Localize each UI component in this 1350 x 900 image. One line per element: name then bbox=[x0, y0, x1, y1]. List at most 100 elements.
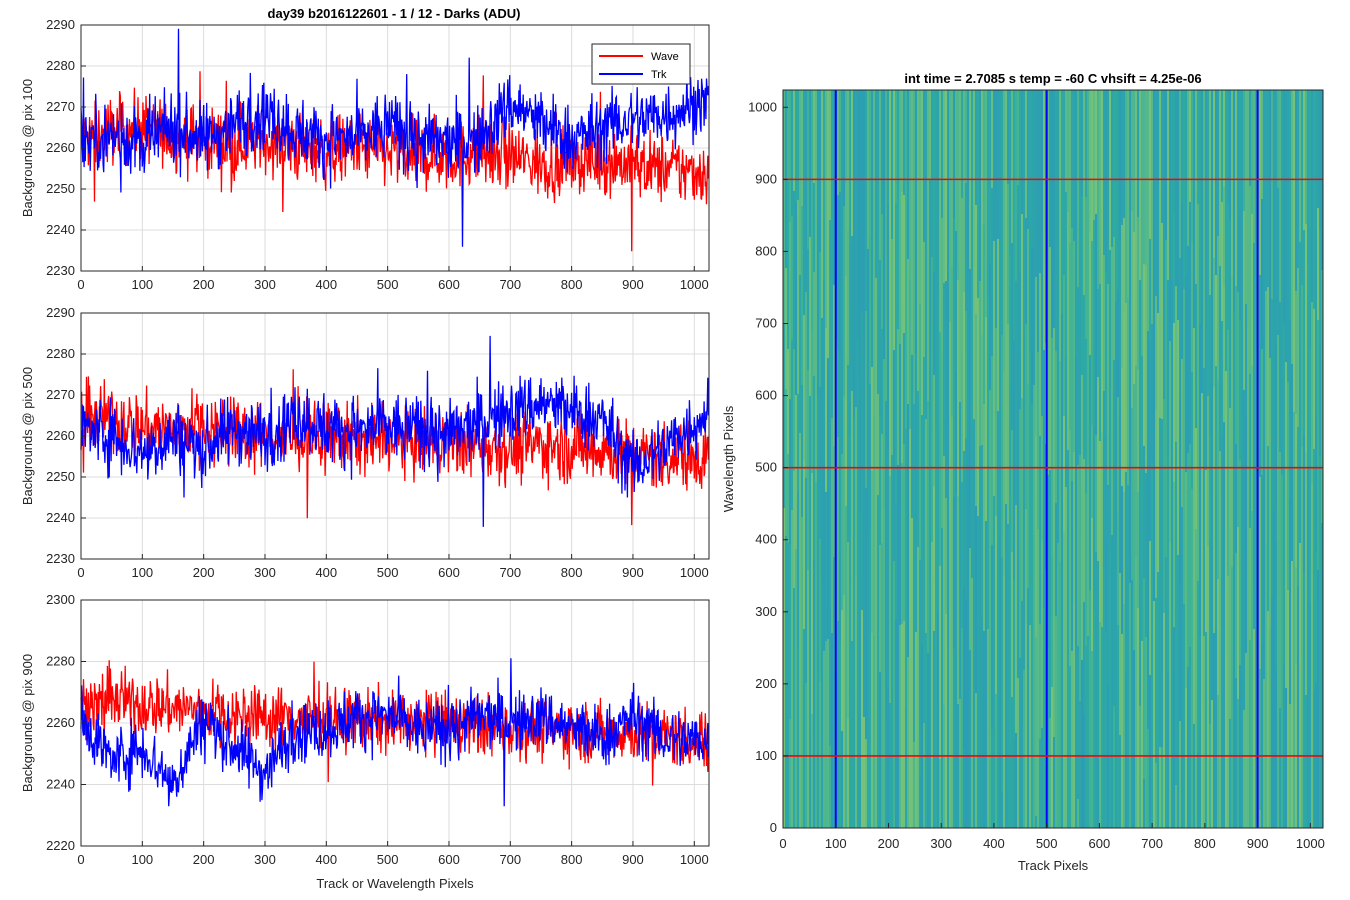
x-tick-label: 0 bbox=[77, 565, 84, 580]
heatmap-column bbox=[937, 300, 939, 612]
heatmap-column bbox=[1129, 389, 1131, 583]
heatmap-column bbox=[881, 214, 883, 329]
heatmap-column bbox=[1031, 90, 1033, 247]
heatmap-column bbox=[1287, 382, 1289, 590]
heatmap-column bbox=[1081, 90, 1083, 196]
y-tick-label: 300 bbox=[755, 604, 777, 619]
heatmap-column bbox=[893, 350, 895, 561]
heatmap-column bbox=[1077, 646, 1079, 799]
heatmap-column bbox=[945, 498, 947, 614]
heatmap-column bbox=[1293, 90, 1295, 412]
heatmap-column bbox=[971, 426, 973, 578]
heatmap-column bbox=[797, 394, 799, 492]
heatmap-column bbox=[877, 184, 879, 298]
heatmap-column bbox=[953, 218, 955, 393]
heatmap-column bbox=[889, 251, 891, 476]
heatmap-column bbox=[831, 418, 833, 633]
heatmap-column bbox=[879, 545, 881, 672]
x-tick-label: 400 bbox=[983, 836, 1005, 851]
heatmap-column bbox=[1181, 507, 1183, 675]
heatmap-column bbox=[1313, 690, 1315, 828]
heatmap-column bbox=[1259, 477, 1261, 669]
heatmap-column bbox=[1285, 362, 1287, 688]
heatmap-column bbox=[1247, 90, 1249, 325]
heatmap-column bbox=[1021, 601, 1023, 828]
heatmap-column bbox=[905, 708, 907, 828]
x-tick-label: 0 bbox=[77, 277, 84, 292]
heatmap-column bbox=[925, 419, 927, 633]
heatmap-column bbox=[919, 304, 921, 560]
heatmap-column bbox=[1055, 616, 1057, 828]
heatmap-column bbox=[1033, 535, 1035, 828]
heatmap-column bbox=[1101, 432, 1103, 627]
y-tick-label: 2280 bbox=[46, 654, 75, 669]
heatmap-column bbox=[1023, 90, 1025, 339]
heatmap-column bbox=[815, 90, 817, 243]
heatmap-column bbox=[913, 404, 915, 742]
heatmap-column bbox=[1007, 435, 1009, 524]
heatmap-column bbox=[1317, 90, 1319, 208]
y-tick-label: 2260 bbox=[46, 715, 75, 730]
heatmap-column bbox=[1171, 90, 1173, 279]
heatmap-column bbox=[1121, 225, 1123, 368]
heatmap-column bbox=[1161, 601, 1163, 747]
heatmap-column bbox=[827, 639, 829, 828]
heatmap-column bbox=[963, 90, 965, 292]
heatmap-column bbox=[1255, 591, 1257, 748]
heatmap-column bbox=[1091, 241, 1093, 425]
heatmap-column bbox=[851, 391, 853, 641]
heatmap-column bbox=[953, 497, 955, 649]
heatmap-column bbox=[793, 349, 795, 471]
heatmap-column bbox=[801, 517, 803, 828]
heatmap-column bbox=[1189, 202, 1191, 444]
heatmap-column bbox=[1013, 580, 1015, 738]
heatmap-column bbox=[1163, 90, 1165, 399]
heatmap-column bbox=[1225, 371, 1227, 652]
heatmap-column bbox=[1093, 90, 1095, 220]
heatmap-column bbox=[1035, 637, 1037, 816]
heatmap-column bbox=[1137, 370, 1139, 492]
heatmap-column bbox=[1155, 90, 1157, 296]
x-tick-label: 300 bbox=[254, 852, 276, 867]
heatmap-column bbox=[1195, 529, 1197, 828]
heatmap-column bbox=[889, 476, 891, 703]
heatmap-column bbox=[1313, 449, 1315, 690]
heatmap-column bbox=[1117, 512, 1119, 625]
heatmap-column bbox=[1039, 436, 1041, 624]
heatmap-column bbox=[975, 205, 977, 314]
heatmap-column bbox=[1141, 356, 1143, 641]
heatmap-column bbox=[829, 746, 831, 828]
heatmap-column bbox=[1269, 630, 1271, 828]
heatmap-column bbox=[1009, 497, 1011, 828]
heatmap-column bbox=[989, 390, 991, 582]
heatmap-column bbox=[1041, 90, 1043, 232]
heatmap-column bbox=[1015, 281, 1017, 505]
heatmap-column bbox=[831, 90, 833, 418]
heatmap-column bbox=[903, 333, 905, 444]
heatmap-column bbox=[1237, 699, 1239, 828]
heatmap-column bbox=[1205, 470, 1207, 632]
heatmap-column bbox=[1065, 678, 1067, 828]
x-tick-label: 800 bbox=[561, 565, 583, 580]
heatmap-column bbox=[1037, 352, 1039, 529]
heatmap-column bbox=[791, 340, 793, 510]
heatmap-column bbox=[1097, 90, 1099, 289]
heatmap-column bbox=[985, 90, 987, 317]
heatmap-column bbox=[957, 704, 959, 828]
heatmap-column bbox=[933, 375, 935, 486]
heatmap-column bbox=[1229, 528, 1231, 719]
heatmap-column bbox=[1037, 529, 1039, 828]
x-axis-label: Track Pixels bbox=[1018, 858, 1089, 873]
heatmap-column bbox=[1125, 472, 1127, 673]
heatmap-column bbox=[821, 90, 823, 318]
y-tick-label: 2280 bbox=[46, 58, 75, 73]
y-tick-label: 200 bbox=[755, 676, 777, 691]
heatmap-column bbox=[1301, 447, 1303, 828]
heatmap-column bbox=[1255, 270, 1257, 456]
heatmap-column bbox=[1133, 650, 1135, 828]
heatmap-column bbox=[809, 572, 811, 735]
heatmap-column bbox=[1265, 543, 1267, 828]
heatmap-column bbox=[1239, 209, 1241, 320]
heatmap-column bbox=[1251, 90, 1253, 214]
heatmap-column bbox=[943, 456, 945, 705]
